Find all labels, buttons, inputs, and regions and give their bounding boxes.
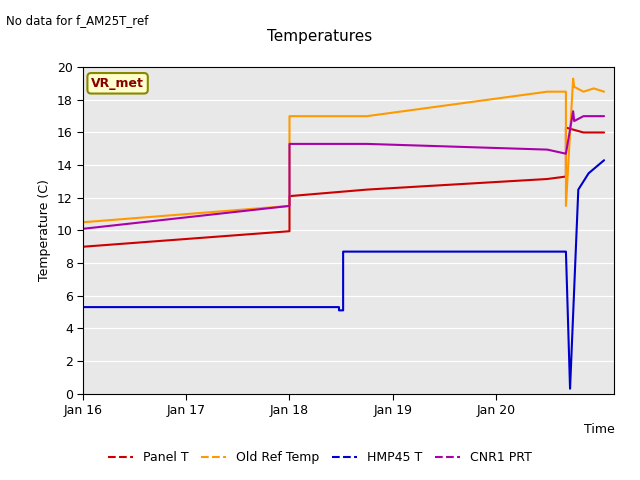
Y-axis label: Temperature (C): Temperature (C) [38, 180, 51, 281]
Text: Temperatures: Temperatures [268, 29, 372, 44]
X-axis label: Time: Time [584, 422, 614, 435]
Legend: Panel T, Old Ref Temp, HMP45 T, CNR1 PRT: Panel T, Old Ref Temp, HMP45 T, CNR1 PRT [103, 446, 537, 469]
Text: VR_met: VR_met [91, 77, 144, 90]
Text: No data for f_AM25T_ref: No data for f_AM25T_ref [6, 14, 148, 27]
